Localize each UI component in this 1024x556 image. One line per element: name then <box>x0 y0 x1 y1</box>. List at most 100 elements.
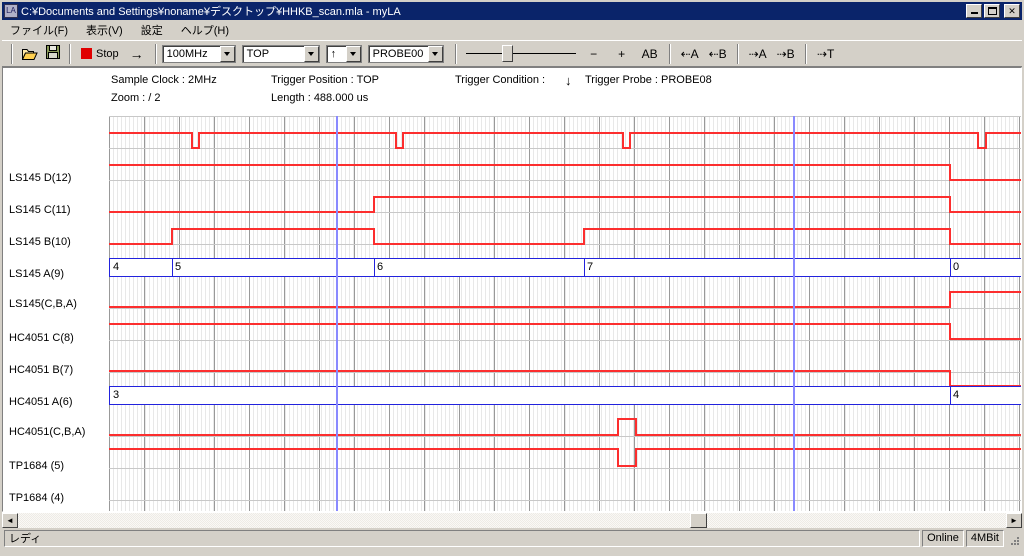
signal-label-ls145-d12[interactable]: LS145 D(12) <box>9 172 72 184</box>
grid-line-vertical <box>389 116 390 511</box>
bus-row-ls145[interactable]: 4 5 6 7 0 <box>109 258 1021 277</box>
stop-button[interactable]: Stop <box>76 43 124 64</box>
scroll-left-button[interactable]: ◄ <box>2 513 18 528</box>
signal-label-hc4051-a6[interactable]: HC4051 A(6) <box>9 396 73 408</box>
status-bar: レディ Online 4MBit <box>2 528 1022 548</box>
bus-segment-divider <box>172 258 173 277</box>
probe-combo[interactable]: PROBE00 <box>367 44 444 63</box>
stop-square-icon <box>81 48 92 59</box>
cursor-a[interactable]: A <box>336 116 338 511</box>
open-file-button[interactable] <box>18 43 41 64</box>
trigger-position-value: TOP <box>246 47 270 60</box>
goto-right-a-button[interactable]: ⇢A <box>748 46 767 61</box>
grid-line-vertical <box>319 116 320 511</box>
toolbar-separator <box>154 43 157 64</box>
menu-item-settings[interactable]: 設定 <box>140 24 163 37</box>
grid-line-vertical <box>599 116 600 511</box>
signal-label-tp1684-5[interactable]: TP1684 (5) <box>9 460 65 472</box>
zoom-out-button[interactable]: − <box>590 46 598 61</box>
resize-gripper-icon[interactable] <box>1006 531 1020 546</box>
signal-label-ls145-a9[interactable]: LS145 A(9) <box>9 268 65 280</box>
goto-right-b-button[interactable]: ⇢B <box>776 46 795 61</box>
grid-line-vertical <box>179 116 180 511</box>
signal-label-ls145-b10[interactable]: LS145 B(10) <box>9 236 71 248</box>
window-title: C:¥Documents and Settings¥noname¥デスクトップ¥… <box>21 6 401 18</box>
window-controls: ✕ <box>966 4 1020 18</box>
grid-line-vertical <box>459 116 460 511</box>
probe-value: PROBE00 <box>372 47 424 60</box>
bus-value: 7 <box>587 261 594 273</box>
trigger-position-combo[interactable]: TOP <box>241 44 320 63</box>
bus-segment-divider <box>950 386 951 405</box>
grid-line-vertical <box>914 116 915 511</box>
minimize-button[interactable] <box>966 4 982 18</box>
menu-item-help[interactable]: ヘルプ(H) <box>180 24 229 37</box>
goto-left-b-button[interactable]: ⇠B <box>708 46 727 61</box>
bus-segment-divider <box>950 258 951 277</box>
grid-line-horizontal <box>109 308 1021 309</box>
grid-line-horizontal <box>109 212 1021 213</box>
grid-line-vertical <box>1019 116 1020 511</box>
toolbar-separator <box>454 43 457 64</box>
sample-clock-info: Sample Clock : 2MHz <box>111 74 217 86</box>
cursor-b[interactable]: B <box>793 116 795 511</box>
menu-item-file[interactable]: ファイル(F) <box>10 24 69 37</box>
chevron-down-icon[interactable] <box>303 45 319 62</box>
scroll-right-button[interactable]: ► <box>1006 513 1022 528</box>
toolbar-separator <box>69 43 71 64</box>
menu-bar: ファイル(F) 表示(V) 設定 ヘルプ(H) <box>2 20 1022 40</box>
grid-line-horizontal <box>109 500 1021 501</box>
status-message: レディ <box>4 529 921 547</box>
zoom-in-button[interactable]: + <box>618 46 626 61</box>
toolbar-separator <box>668 43 671 64</box>
zoom-slider-track <box>465 53 576 54</box>
chevron-down-icon[interactable] <box>219 45 235 62</box>
menu-item-view[interactable]: 表示(V) <box>86 24 123 37</box>
toolbar-separator <box>804 43 807 64</box>
app-icon: LA <box>4 4 18 18</box>
chevron-down-icon[interactable] <box>427 45 443 62</box>
signal-label-ls145-c11[interactable]: LS145 C(11) <box>9 204 71 216</box>
close-icon[interactable]: ✕ <box>1004 4 1020 18</box>
bus-value: 5 <box>175 261 182 273</box>
zoom-ab-button[interactable]: AB <box>641 46 658 61</box>
zoom-info: Zoom : / 2 <box>111 92 161 104</box>
grid-line-vertical <box>564 116 565 511</box>
grid-line-vertical <box>704 116 705 511</box>
toolbar-separator <box>11 43 13 64</box>
trigger-probe-info: Trigger Probe : PROBE08 <box>585 74 712 86</box>
grid-line-horizontal <box>109 468 1021 469</box>
signal-label-hc4051-c8[interactable]: HC4051 C(8) <box>9 332 74 344</box>
grid-line-horizontal <box>109 148 1021 149</box>
signal-label-ls145-bus[interactable]: LS145(C,B,A) <box>9 298 77 310</box>
maximize-button[interactable] <box>984 4 1000 18</box>
bus-value: 0 <box>953 261 960 273</box>
goto-left-a-button[interactable]: ⇠A <box>680 46 699 61</box>
trigger-edge-value: ↑ <box>330 47 337 60</box>
horizontal-scrollbar[interactable]: ◄ ► <box>2 512 1022 528</box>
grid-line-vertical <box>879 116 880 511</box>
goto-trigger-button[interactable]: ⇢T <box>816 46 835 61</box>
signal-label-hc4051-b7[interactable]: HC4051 B(7) <box>9 364 74 376</box>
grid-line-vertical <box>424 116 425 511</box>
waveform-client-area: Sample Clock : 2MHz Zoom : / 2 Trigger P… <box>2 67 1022 512</box>
sample-clock-combo[interactable]: 100MHz <box>161 44 236 63</box>
trigger-edge-combo[interactable]: ↑ <box>325 44 362 63</box>
save-file-button[interactable] <box>41 43 64 64</box>
grid-line-horizontal <box>109 180 1021 181</box>
run-arrow-button[interactable]: → <box>129 45 144 62</box>
zoom-slider[interactable] <box>465 43 576 64</box>
grid-line-vertical <box>284 116 285 511</box>
signal-label-tp1684-4[interactable]: TP1684 (4) <box>9 492 65 504</box>
scroll-thumb[interactable] <box>689 513 707 528</box>
bus-value: 4 <box>113 261 120 273</box>
grid-line-vertical <box>109 116 110 511</box>
scroll-track[interactable] <box>18 513 1006 528</box>
grid-line-vertical <box>249 116 250 511</box>
zoom-slider-thumb[interactable] <box>501 45 513 62</box>
signal-label-hc4051-bus[interactable]: HC4051(C,B,A) <box>9 426 86 438</box>
chevron-down-icon[interactable] <box>345 45 361 62</box>
grid-line-horizontal <box>109 436 1021 437</box>
